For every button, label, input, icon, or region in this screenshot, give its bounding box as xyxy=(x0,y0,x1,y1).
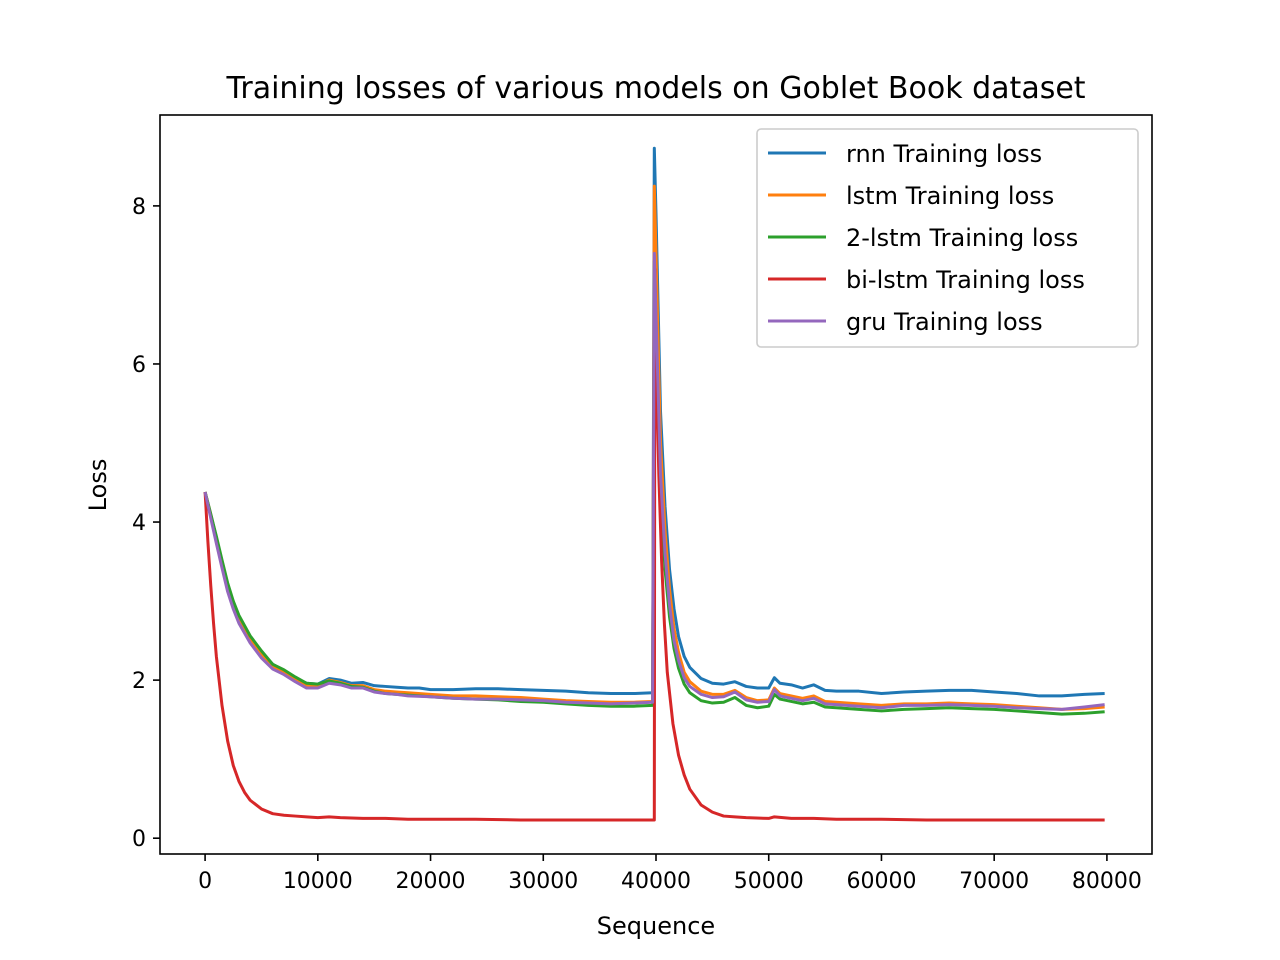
series-line-1 xyxy=(203,184,1105,711)
legend-box xyxy=(756,128,1139,348)
y-tick-label: 6 xyxy=(132,353,146,378)
y-axis: 0 2 4 6 8 xyxy=(132,195,160,852)
series-line-4 xyxy=(203,251,1105,711)
legend: rnn Training loss lstm Training loss 2-lst… xyxy=(756,128,1139,348)
x-tick-label: 0 xyxy=(198,869,212,894)
legend-label-3: bi-lstm Training loss xyxy=(846,266,1085,294)
series-layer xyxy=(203,146,1105,822)
x-tick-label: 50000 xyxy=(734,869,804,894)
legend-label-4: gru Training loss xyxy=(846,308,1043,336)
x-tick-label: 80000 xyxy=(1072,869,1142,894)
x-axis-label: Sequence xyxy=(597,912,715,940)
x-tick-label: 20000 xyxy=(396,869,466,894)
legend-label-0: rnn Training loss xyxy=(846,140,1042,168)
x-tick-label: 40000 xyxy=(621,869,691,894)
y-axis-label: Loss xyxy=(84,459,112,512)
x-tick-label: 30000 xyxy=(508,869,578,894)
y-tick-label: 0 xyxy=(132,827,146,852)
x-tick-label: 60000 xyxy=(846,869,916,894)
series-line-3 xyxy=(203,267,1105,822)
x-axis: 0 10000 20000 30000 40000 50000 60000 70000 8000… xyxy=(198,854,1142,894)
legend-label-2: 2-lstm Training loss xyxy=(846,224,1078,252)
y-tick-label: 2 xyxy=(132,669,146,694)
legend-label-1: lstm Training loss xyxy=(846,182,1054,210)
y-tick-label: 8 xyxy=(132,195,146,220)
y-tick-label: 4 xyxy=(132,511,146,536)
x-tick-label: 70000 xyxy=(959,869,1029,894)
chart-title: Training losses of various models on Gob… xyxy=(225,71,1085,106)
x-tick-label: 10000 xyxy=(283,869,353,894)
